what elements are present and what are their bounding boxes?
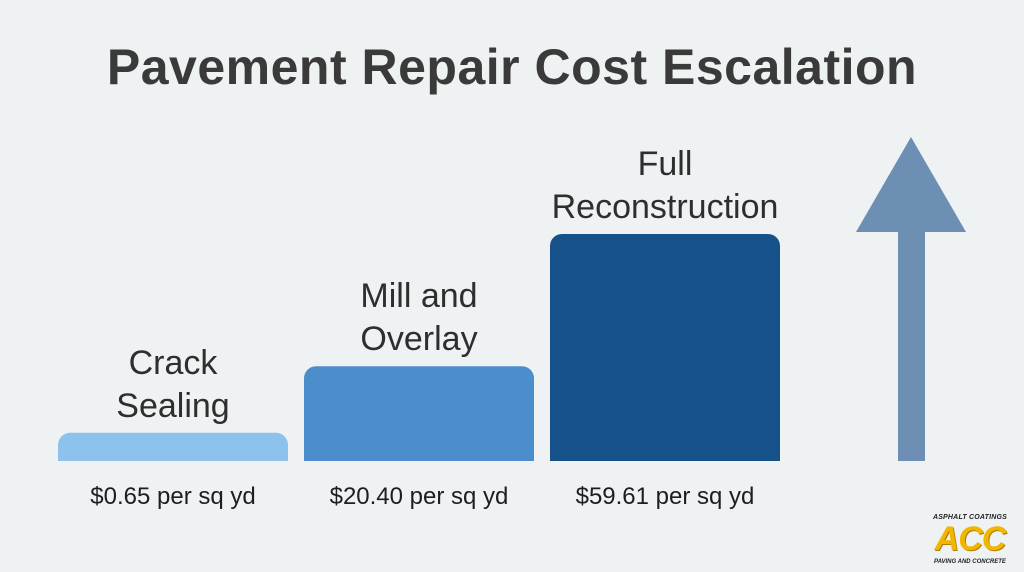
company-logo: ASPHALT COATINGS ACC PAVING AND CONCRETE: [920, 514, 1020, 568]
category-label-1-line-1: Overlay: [360, 320, 477, 358]
category-label-2-line-0: Full: [638, 145, 693, 183]
bar-1: [304, 366, 534, 475]
logo-mark: ACC: [934, 520, 1007, 558]
value-label-2: $59.61 per sq yd: [576, 483, 755, 510]
escalation-arrow: [856, 137, 966, 461]
chart-title: Pavement Repair Cost Escalation: [106, 39, 918, 95]
up-arrow-icon: [856, 137, 966, 461]
category-label-1-line-0: Mill and: [360, 277, 477, 315]
category-label-0-line-1: Sealing: [116, 387, 229, 425]
logo-bottom-text: PAVING AND CONCRETE: [934, 559, 1006, 565]
bar-2: [550, 234, 780, 475]
category-label-0-line-0: Crack: [129, 344, 219, 382]
value-label-0: $0.65 per sq yd: [90, 483, 255, 510]
labels-layer: Crack Sealing $0.65 per sq yd Mill and Overl…: [90, 145, 778, 510]
category-label-2-line-1: Reconstruction: [552, 188, 779, 226]
logo-top-text: ASPHALT COATINGS: [932, 514, 1008, 521]
bars-layer: [0, 234, 1024, 477]
value-label-1: $20.40 per sq yd: [330, 483, 509, 510]
baseline-mask: [0, 461, 1024, 477]
